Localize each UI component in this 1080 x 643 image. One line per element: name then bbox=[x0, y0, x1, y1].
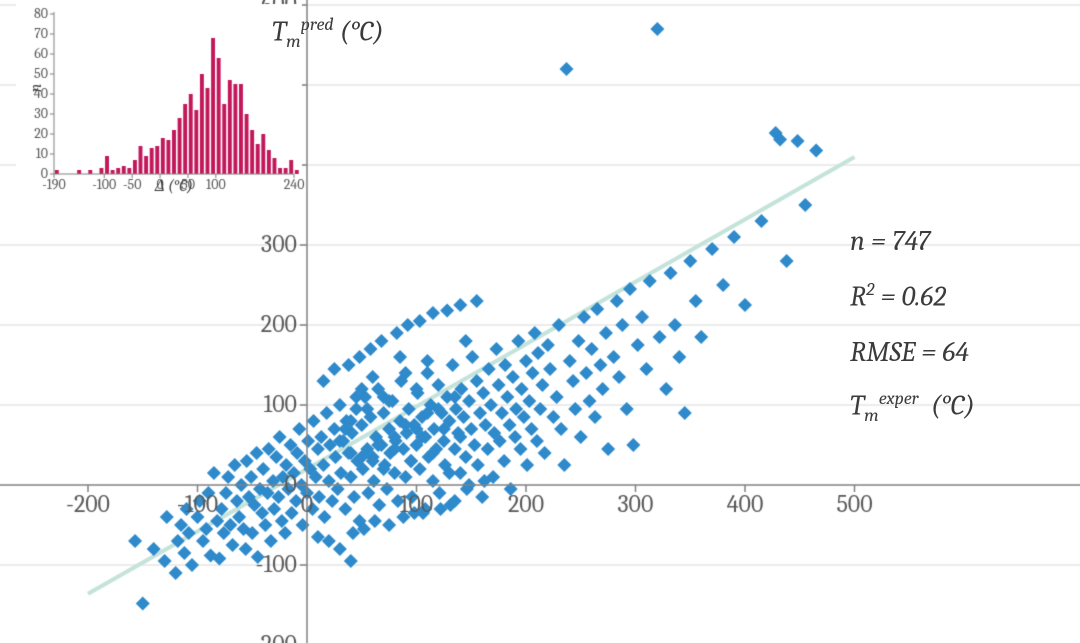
superscript-pred: pred bbox=[301, 14, 334, 35]
stat-rmse: RMSE = 64 bbox=[850, 336, 969, 368]
scatter-plot-canvas bbox=[0, 0, 1080, 643]
superscript-exper: exper bbox=[879, 388, 919, 409]
x-axis-title: Tmexper (°C) bbox=[850, 388, 975, 426]
stat-n: n = 747 bbox=[850, 225, 930, 257]
subscript-m-x: m bbox=[864, 405, 879, 426]
subscript-m: m bbox=[286, 31, 301, 52]
y-axis-title: Tmpred (°C) bbox=[272, 14, 384, 52]
stat-r2: R2 = 0.62 bbox=[850, 279, 946, 312]
